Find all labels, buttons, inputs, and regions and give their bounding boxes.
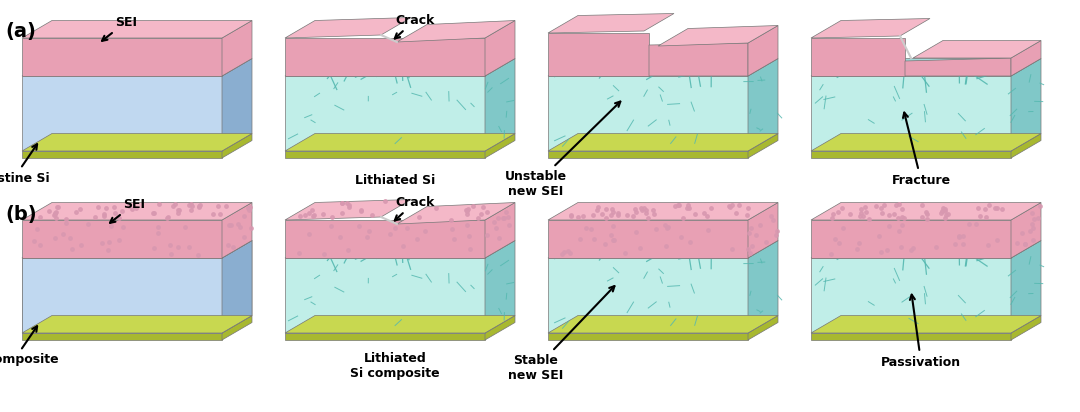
Polygon shape (22, 241, 252, 258)
Text: SEI: SEI (110, 197, 145, 223)
Polygon shape (222, 133, 252, 158)
Polygon shape (548, 203, 778, 220)
Polygon shape (1011, 40, 1041, 76)
Polygon shape (811, 220, 1011, 258)
Polygon shape (22, 38, 222, 76)
Text: SEI: SEI (102, 16, 137, 41)
Polygon shape (485, 133, 515, 158)
Polygon shape (397, 21, 515, 42)
Text: Stable
new SEI: Stable new SEI (509, 286, 615, 382)
Polygon shape (548, 14, 674, 33)
Text: Passivation: Passivation (881, 295, 961, 368)
Polygon shape (748, 241, 778, 333)
Polygon shape (22, 241, 252, 258)
Polygon shape (811, 38, 905, 76)
Polygon shape (748, 26, 778, 76)
Polygon shape (285, 59, 515, 76)
Polygon shape (22, 258, 222, 333)
Polygon shape (811, 76, 1011, 151)
Text: Lithiated
Si composite: Lithiated Si composite (350, 352, 440, 380)
Polygon shape (285, 241, 515, 258)
Polygon shape (285, 151, 485, 158)
Polygon shape (811, 241, 1041, 258)
Polygon shape (1011, 241, 1041, 333)
Polygon shape (285, 316, 515, 333)
Polygon shape (811, 203, 1041, 220)
Polygon shape (548, 241, 778, 258)
Text: Fracture: Fracture (891, 112, 950, 187)
Polygon shape (22, 151, 222, 158)
Polygon shape (485, 21, 515, 76)
Polygon shape (222, 316, 252, 340)
Polygon shape (548, 33, 649, 76)
Polygon shape (905, 58, 1011, 76)
Polygon shape (222, 241, 252, 333)
Text: Lithiated Si: Lithiated Si (355, 173, 435, 187)
Polygon shape (22, 258, 222, 333)
Polygon shape (222, 241, 252, 333)
Polygon shape (548, 133, 778, 151)
Polygon shape (285, 220, 485, 258)
Polygon shape (222, 59, 252, 151)
Polygon shape (22, 333, 222, 340)
Polygon shape (548, 220, 748, 258)
Polygon shape (285, 76, 485, 151)
Polygon shape (649, 43, 748, 76)
Polygon shape (397, 203, 515, 224)
Polygon shape (285, 333, 485, 340)
Polygon shape (748, 203, 778, 258)
Polygon shape (811, 258, 1011, 333)
Polygon shape (548, 76, 748, 151)
Polygon shape (548, 316, 778, 333)
Polygon shape (748, 59, 778, 151)
Polygon shape (548, 258, 748, 333)
Polygon shape (285, 258, 485, 333)
Polygon shape (1011, 316, 1041, 340)
Polygon shape (1011, 133, 1041, 158)
Polygon shape (222, 203, 252, 258)
Text: (b): (b) (5, 205, 37, 224)
Polygon shape (285, 38, 485, 76)
Polygon shape (485, 59, 515, 151)
Polygon shape (548, 59, 778, 76)
Polygon shape (811, 333, 1011, 340)
Text: Pristine Si: Pristine Si (0, 144, 50, 185)
Polygon shape (22, 220, 222, 258)
Polygon shape (811, 59, 1041, 76)
Text: (a): (a) (5, 22, 36, 41)
Polygon shape (548, 333, 748, 340)
Polygon shape (485, 203, 515, 258)
Polygon shape (748, 316, 778, 340)
Text: Si composite: Si composite (0, 326, 58, 367)
Text: Unstable
new SEI: Unstable new SEI (505, 102, 620, 198)
Polygon shape (1011, 59, 1041, 151)
Polygon shape (548, 151, 748, 158)
Polygon shape (22, 21, 252, 38)
Text: Crack: Crack (395, 14, 434, 39)
Polygon shape (485, 316, 515, 340)
Polygon shape (285, 133, 515, 151)
Polygon shape (285, 17, 411, 38)
Polygon shape (22, 59, 252, 76)
Polygon shape (285, 199, 411, 220)
Polygon shape (811, 151, 1011, 158)
Polygon shape (658, 26, 778, 46)
Polygon shape (811, 19, 930, 38)
Polygon shape (811, 316, 1041, 333)
Polygon shape (22, 133, 252, 151)
Polygon shape (22, 76, 222, 151)
Polygon shape (913, 40, 1041, 58)
Polygon shape (22, 316, 252, 333)
Polygon shape (1011, 203, 1041, 258)
Polygon shape (811, 133, 1041, 151)
Polygon shape (748, 133, 778, 158)
Polygon shape (22, 203, 252, 220)
Polygon shape (222, 21, 252, 76)
Text: Crack: Crack (395, 196, 434, 220)
Polygon shape (485, 241, 515, 333)
